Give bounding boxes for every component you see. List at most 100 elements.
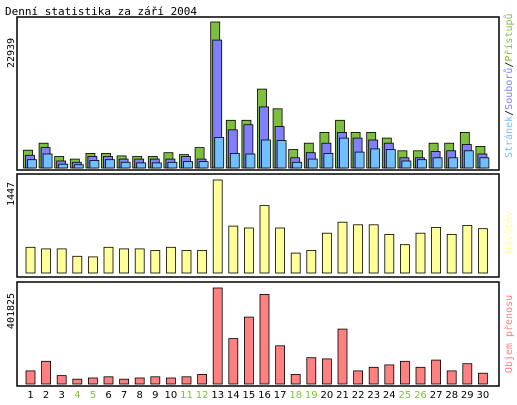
bar-kbytes-day-27 <box>431 359 442 385</box>
bar-kbytes-day-23 <box>368 366 379 385</box>
bar-visits-day-4 <box>72 255 83 274</box>
bar-visits-day-10 <box>165 246 176 274</box>
bar-kbytes-day-20 <box>321 358 332 385</box>
bar-pages-day-9 <box>151 162 162 169</box>
bar-visits-day-3 <box>56 248 67 274</box>
bar-pages-day-18 <box>292 161 303 169</box>
x-tick-label-day-16: 16 <box>258 390 271 401</box>
legend-separator-1: / <box>504 110 515 116</box>
legend-pages: Stránek <box>503 116 515 158</box>
chart-marks <box>23 21 490 385</box>
top-panel-max-label: 22939 <box>6 38 17 68</box>
bar-pages-day-12 <box>198 161 209 169</box>
bar-kbytes-day-3 <box>56 375 67 385</box>
bar-pages-day-13 <box>214 136 225 169</box>
bar-pages-day-2 <box>42 153 53 169</box>
bar-visits-day-30 <box>477 228 488 274</box>
bar-kbytes-day-29 <box>462 363 473 385</box>
middle-panel-frame <box>16 173 500 278</box>
bar-pages-day-6 <box>105 159 115 169</box>
bar-visits-day-14 <box>228 225 239 274</box>
x-tick-label-day-8: 8 <box>137 390 143 401</box>
bottom-panel-frame <box>16 281 500 387</box>
x-tick-label-day-11: 11 <box>180 390 193 401</box>
x-tick-label-day-5: 5 <box>90 390 96 401</box>
bar-visits-day-24 <box>384 233 395 274</box>
bar-visits-day-17 <box>275 227 286 274</box>
bar-pages-day-22 <box>354 151 365 169</box>
bar-pages-day-27 <box>432 157 443 169</box>
x-tick-label-day-17: 17 <box>274 390 287 401</box>
bar-visits-day-6 <box>103 246 114 274</box>
bar-pages-day-23 <box>370 148 381 169</box>
bar-pages-day-10 <box>167 161 178 169</box>
x-tick-label-day-9: 9 <box>152 390 158 401</box>
x-tick-label-day-7: 7 <box>121 390 127 401</box>
bar-kbytes-day-14 <box>228 338 239 385</box>
bar-visits-day-8 <box>134 248 145 274</box>
x-tick-label-day-29: 29 <box>461 390 474 401</box>
middle-panel-legend: Návštěv <box>503 211 515 253</box>
bar-visits-day-9 <box>150 250 161 274</box>
bar-visits-day-1 <box>25 246 36 274</box>
bar-kbytes-day-10 <box>165 377 176 385</box>
bar-pages-day-25 <box>401 160 412 169</box>
bar-pages-day-21 <box>339 137 349 169</box>
bar-pages-day-20 <box>323 152 334 169</box>
bar-visits-day-28 <box>446 233 457 274</box>
x-tick-label-day-19: 19 <box>305 390 318 401</box>
x-tick-label-day-15: 15 <box>243 390 256 401</box>
bar-pages-day-7 <box>120 161 131 169</box>
bar-visits-day-7 <box>119 248 129 274</box>
bar-kbytes-day-6 <box>103 376 114 385</box>
x-tick-label-day-21: 21 <box>336 390 349 401</box>
chart-title: Denní statistika za září 2004 <box>5 5 197 18</box>
bar-visits-day-19 <box>306 250 317 274</box>
x-tick-label-day-18: 18 <box>289 390 302 401</box>
bar-visits-day-22 <box>353 224 364 274</box>
bar-visits-day-2 <box>41 248 51 274</box>
x-tick-label-day-20: 20 <box>321 390 334 401</box>
bottom-panel-legend: Objem přenosu <box>503 295 515 373</box>
x-tick-label-day-2: 2 <box>43 390 49 401</box>
bar-pages-day-3 <box>58 163 69 169</box>
bar-kbytes-day-30 <box>477 372 488 385</box>
bar-kbytes-day-5 <box>88 377 98 385</box>
bar-kbytes-day-8 <box>134 377 145 385</box>
x-tick-label-day-26: 26 <box>414 390 427 401</box>
bar-visits-day-27 <box>431 226 442 274</box>
bar-pages-day-26 <box>417 159 427 169</box>
bar-pages-day-24 <box>385 149 396 169</box>
top-panel-frame <box>16 16 500 171</box>
bar-kbytes-day-2 <box>41 360 51 385</box>
middle-panel-max-label: 1447 <box>6 182 17 206</box>
bar-pages-day-4 <box>73 164 84 169</box>
x-tick-label-day-6: 6 <box>105 390 111 401</box>
x-tick-label-day-25: 25 <box>399 390 412 401</box>
bar-visits-day-12 <box>197 250 208 274</box>
x-tick-label-day-12: 12 <box>196 390 209 401</box>
bar-pages-day-16 <box>261 139 271 169</box>
bar-visits-day-25 <box>399 244 410 274</box>
bar-visits-day-26 <box>415 232 426 274</box>
bar-pages-day-17 <box>276 140 287 169</box>
bar-kbytes-day-16 <box>259 293 270 385</box>
bar-pages-day-29 <box>463 150 474 169</box>
bar-pages-day-8 <box>136 162 147 169</box>
x-tick-label-day-10: 10 <box>165 390 178 401</box>
bar-kbytes-day-1 <box>25 370 36 385</box>
bar-visits-day-23 <box>368 224 379 274</box>
x-tick-label-day-14: 14 <box>227 390 240 401</box>
bar-visits-day-13 <box>212 179 223 274</box>
x-axis-labels: 1 2 3 4 5 6 7 8 9 10 11 12 13 14 15 16 17 18 19 20 21 22 23 24 2… <box>27 390 489 401</box>
bar-pages-day-19 <box>307 158 318 169</box>
top-panel-legend: Stránek/Souborů/Přístupů <box>503 13 515 158</box>
bar-kbytes-day-28 <box>446 370 457 385</box>
x-tick-label-day-27: 27 <box>430 390 443 401</box>
bar-kbytes-day-17 <box>275 345 286 385</box>
bottom-panel-max-label: 401825 <box>6 293 17 329</box>
x-tick-label-day-24: 24 <box>383 390 396 401</box>
bar-visits-day-18 <box>290 252 301 274</box>
